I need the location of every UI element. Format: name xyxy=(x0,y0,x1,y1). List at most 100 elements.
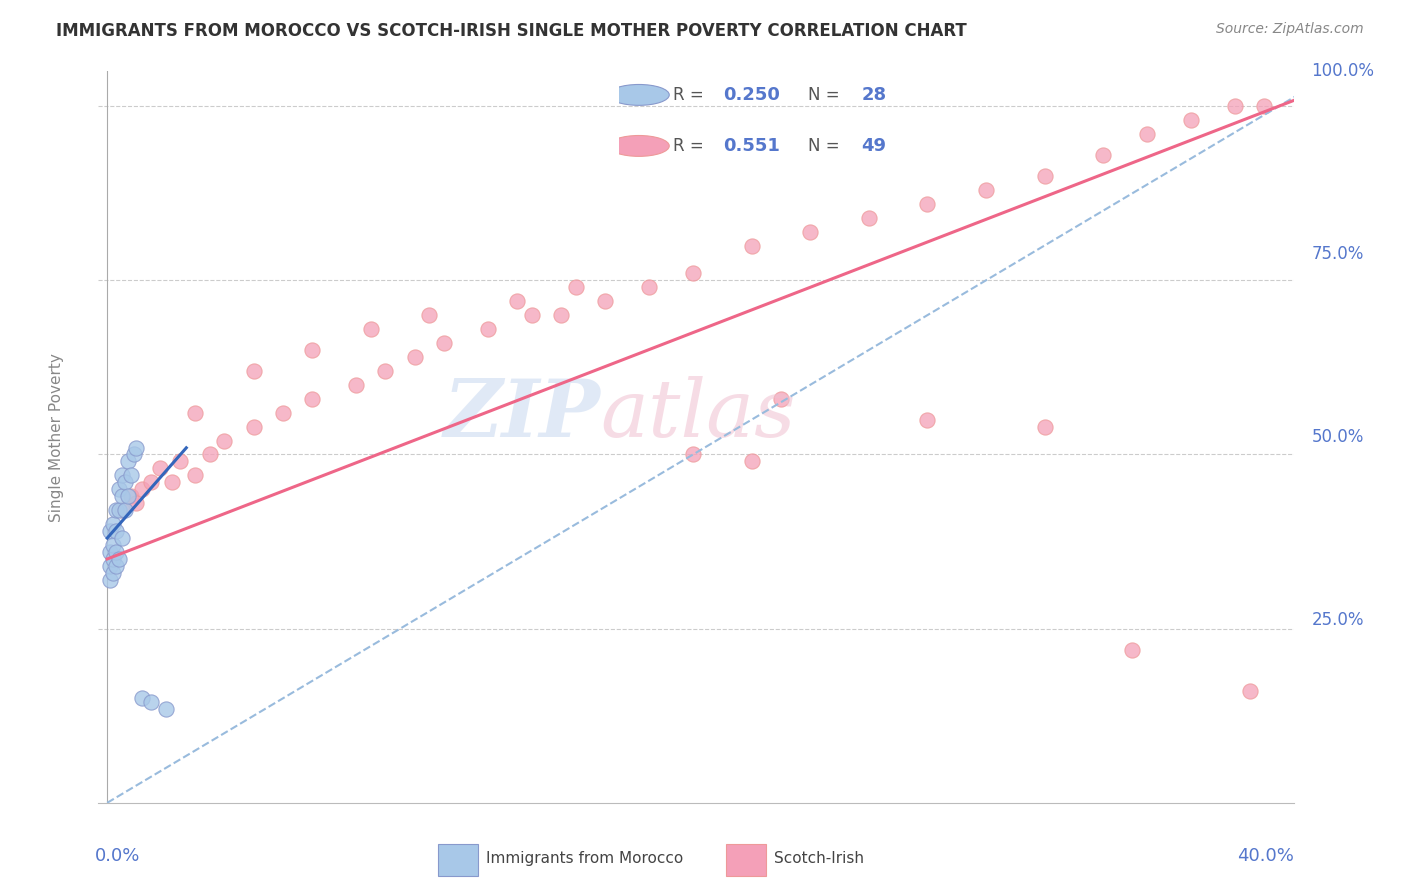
Point xyxy=(974,183,997,197)
Point xyxy=(141,475,162,490)
Point xyxy=(117,489,139,503)
Point xyxy=(101,566,124,580)
Point xyxy=(117,454,139,468)
Point xyxy=(114,503,136,517)
Point xyxy=(111,489,134,503)
Text: 40.0%: 40.0% xyxy=(1237,847,1294,864)
Point xyxy=(105,545,127,559)
Point xyxy=(799,225,821,239)
Point xyxy=(1180,113,1202,128)
Point xyxy=(131,483,153,497)
Point xyxy=(404,350,426,364)
Point xyxy=(917,196,939,211)
Text: atlas: atlas xyxy=(600,376,796,454)
Point xyxy=(122,448,145,462)
Point xyxy=(520,308,543,322)
Point xyxy=(114,475,136,490)
Point xyxy=(184,468,207,483)
Point xyxy=(98,524,121,538)
Point xyxy=(1121,642,1143,657)
Point xyxy=(120,468,142,483)
Point xyxy=(858,211,880,225)
Point xyxy=(271,406,294,420)
Point xyxy=(108,503,131,517)
Point xyxy=(98,573,121,587)
Text: Single Mother Poverty: Single Mother Poverty xyxy=(49,352,65,522)
Text: 75.0%: 75.0% xyxy=(1312,245,1364,263)
Point xyxy=(374,364,396,378)
Point xyxy=(101,517,124,532)
Text: 0.551: 0.551 xyxy=(723,137,780,155)
Text: Scotch-Irish: Scotch-Irish xyxy=(775,851,865,866)
Point xyxy=(184,406,207,420)
Point xyxy=(120,489,142,503)
Point xyxy=(108,552,131,566)
Text: R =: R = xyxy=(672,86,709,103)
Point xyxy=(108,483,131,497)
Point xyxy=(111,531,134,545)
Point xyxy=(741,238,763,252)
Text: 28: 28 xyxy=(862,86,887,103)
Point xyxy=(198,448,221,462)
Point xyxy=(125,496,148,510)
Point xyxy=(477,322,499,336)
Point xyxy=(769,392,792,406)
Point xyxy=(506,294,529,309)
Text: 49: 49 xyxy=(862,137,887,155)
Circle shape xyxy=(609,85,669,105)
Point xyxy=(101,538,124,552)
Point xyxy=(101,552,124,566)
Point xyxy=(131,691,153,706)
FancyBboxPatch shape xyxy=(727,844,766,876)
Point xyxy=(98,558,121,573)
Point xyxy=(344,377,367,392)
Point xyxy=(565,280,588,294)
Point xyxy=(360,322,382,336)
Point xyxy=(169,454,191,468)
Text: R =: R = xyxy=(672,137,709,155)
Point xyxy=(105,503,127,517)
Point xyxy=(433,336,456,351)
Text: Source: ZipAtlas.com: Source: ZipAtlas.com xyxy=(1216,22,1364,37)
Point xyxy=(301,392,323,406)
Point xyxy=(160,475,183,490)
Point xyxy=(1092,148,1115,162)
Text: N =: N = xyxy=(807,86,845,103)
Point xyxy=(682,448,704,462)
Point xyxy=(1253,99,1275,113)
Point xyxy=(741,454,763,468)
Point xyxy=(214,434,236,448)
Point xyxy=(149,461,172,475)
Text: IMMIGRANTS FROM MOROCCO VS SCOTCH-IRISH SINGLE MOTHER POVERTY CORRELATION CHART: IMMIGRANTS FROM MOROCCO VS SCOTCH-IRISH … xyxy=(56,22,967,40)
Point xyxy=(593,294,616,309)
Point xyxy=(105,524,127,538)
Point xyxy=(1033,419,1056,434)
Point xyxy=(1136,127,1159,141)
Point xyxy=(418,308,440,322)
Point xyxy=(1033,169,1056,183)
Text: 0.0%: 0.0% xyxy=(94,847,141,864)
Text: N =: N = xyxy=(807,137,845,155)
Text: ZIP: ZIP xyxy=(443,376,600,454)
Point xyxy=(550,308,572,322)
FancyBboxPatch shape xyxy=(437,844,478,876)
Point xyxy=(1239,684,1261,698)
Point xyxy=(638,280,661,294)
Point xyxy=(141,695,162,709)
Point xyxy=(242,364,264,378)
Point xyxy=(242,419,264,434)
Point xyxy=(98,545,121,559)
Point xyxy=(111,503,134,517)
Point xyxy=(105,558,127,573)
Text: Immigrants from Morocco: Immigrants from Morocco xyxy=(486,851,683,866)
Point xyxy=(155,702,177,716)
Text: 25.0%: 25.0% xyxy=(1312,611,1364,629)
Text: 100.0%: 100.0% xyxy=(1312,62,1375,80)
Point xyxy=(301,343,323,357)
Point xyxy=(1223,99,1246,113)
Point xyxy=(682,266,704,280)
Circle shape xyxy=(609,136,669,156)
Point xyxy=(917,412,939,426)
Point xyxy=(125,441,148,455)
Text: 0.250: 0.250 xyxy=(723,86,780,103)
